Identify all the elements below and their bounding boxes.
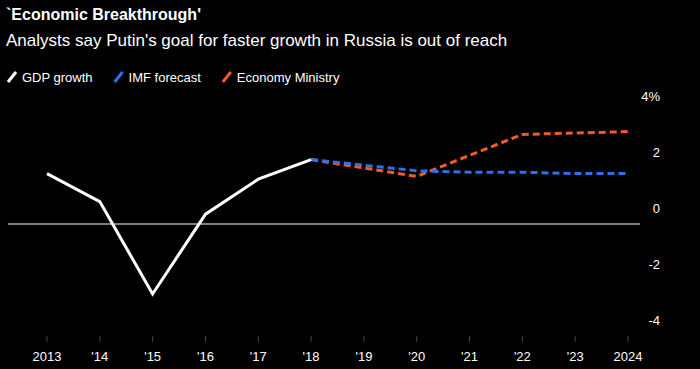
y-tick-label: -4 xyxy=(648,313,660,328)
x-tick xyxy=(363,336,364,342)
x-tick xyxy=(522,336,523,342)
y-tick-label: -2 xyxy=(648,257,660,272)
x-tick-label: 2013 xyxy=(33,349,62,364)
x-tick-label: '17 xyxy=(250,349,267,364)
y-tick xyxy=(648,336,652,337)
y-tick-label: 0 xyxy=(653,201,660,216)
x-tick xyxy=(205,336,206,342)
x-tick xyxy=(469,336,470,342)
y-tick xyxy=(648,280,652,281)
y-tick xyxy=(648,112,652,113)
x-tick xyxy=(628,336,629,342)
subtitle: Analysts say Putin's goal for faster gro… xyxy=(6,31,507,50)
series-line xyxy=(311,160,628,174)
x-tick xyxy=(47,336,48,342)
legend-swatch xyxy=(115,72,123,82)
plot-area xyxy=(47,132,628,294)
x-tick-label: 2024 xyxy=(614,349,643,364)
series-line xyxy=(47,160,311,294)
x-tick-label: '20 xyxy=(408,349,425,364)
title: `Economic Breakthrough' xyxy=(6,6,201,23)
x-tick-label: '19 xyxy=(355,349,372,364)
legend-swatch xyxy=(223,72,231,82)
x-tick-label: '21 xyxy=(461,349,478,364)
legend-label: IMF forecast xyxy=(129,70,202,85)
x-tick xyxy=(152,336,153,342)
x-tick xyxy=(416,336,417,342)
x-tick-label: '22 xyxy=(514,349,531,364)
x-tick xyxy=(99,336,100,342)
legend-label: Economy Ministry xyxy=(237,70,340,85)
y-tick xyxy=(648,224,652,225)
y-tick-label: 4% xyxy=(641,89,660,104)
x-tick-label: '16 xyxy=(197,349,214,364)
x-tick xyxy=(311,336,312,342)
legend-label: GDP growth xyxy=(22,70,93,85)
x-tick-label: '15 xyxy=(144,349,161,364)
x-tick xyxy=(575,336,576,342)
series-line xyxy=(311,132,628,177)
x-tick xyxy=(258,336,259,342)
x-tick-label: '23 xyxy=(567,349,584,364)
zero-line xyxy=(8,224,640,225)
y-tick-label: 2 xyxy=(653,145,660,160)
y-tick xyxy=(648,168,652,169)
legend-swatch xyxy=(8,72,16,82)
x-tick-label: '18 xyxy=(303,349,320,364)
x-tick-label: '14 xyxy=(91,349,108,364)
